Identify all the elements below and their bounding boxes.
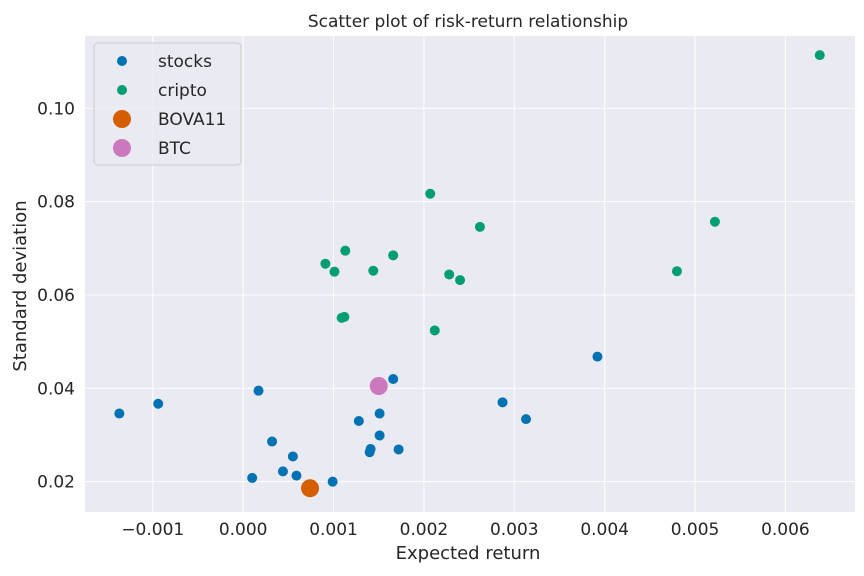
legend-label-stocks: stocks (158, 52, 212, 72)
legend-marker-bova11 (113, 110, 131, 128)
cripto-point (339, 311, 350, 322)
cripto-point (340, 245, 351, 256)
legend-marker-btc (113, 139, 131, 157)
cripto-point (671, 266, 682, 277)
cripto-point (444, 269, 455, 280)
x-tick-label: 0.000 (219, 520, 268, 540)
y-tick-label: 0.10 (37, 99, 75, 119)
cripto-point (388, 250, 399, 261)
stocks-point (287, 451, 298, 462)
cripto-point (709, 216, 720, 227)
stocks-point (374, 430, 385, 441)
x-tick-label: 0.001 (309, 520, 358, 540)
legend-marker-stocks (117, 56, 127, 66)
y-tick-label: 0.02 (37, 473, 75, 493)
legend-label-btc: BTC (158, 139, 191, 159)
legend-marker-cripto (117, 85, 127, 95)
bova11-point (301, 479, 320, 498)
stocks-point (267, 436, 278, 447)
cripto-point (429, 325, 440, 336)
stocks-point (291, 470, 302, 481)
cripto-point (329, 266, 340, 277)
stocks-point (365, 444, 376, 454)
x-tick-label: −0.001 (121, 520, 184, 540)
legend-label-cripto: cripto (158, 81, 207, 101)
x-tick-label: 0.004 (580, 520, 629, 540)
x-tick-label: 0.002 (400, 520, 449, 540)
cripto-point (320, 258, 331, 269)
stocks-point (114, 408, 125, 419)
stocks-point (247, 472, 258, 483)
stocks-point (388, 374, 399, 384)
cripto-point (425, 188, 436, 199)
y-tick-label: 0.04 (37, 379, 75, 399)
x-tick-label: 0.005 (671, 520, 720, 540)
cripto-point (455, 275, 466, 286)
cripto-point (368, 265, 379, 276)
data-points (114, 50, 825, 498)
stocks-point (253, 385, 264, 396)
stocks-point (353, 416, 364, 426)
stocks-point (153, 398, 164, 409)
btc-point (369, 377, 388, 395)
x-tick-label: 0.003 (490, 520, 539, 540)
x-axis-ticks: −0.001 0.000 0.001 0.002 0.003 0.004 0.005 0.00… (121, 520, 809, 540)
x-tick-label: 0.006 (761, 520, 810, 540)
chart-title: Scatter plot of risk-return relationship (308, 12, 628, 32)
stocks-point (327, 476, 338, 487)
x-axis-label: Expected return (396, 543, 541, 564)
stocks-point (497, 397, 508, 408)
stocks-point (521, 414, 532, 425)
legend-box (93, 42, 242, 166)
y-tick-label: 0.08 (37, 193, 75, 213)
y-tick-label: 0.06 (37, 286, 75, 306)
stocks-point (374, 408, 385, 419)
legend-label-bova11: BOVA11 (158, 110, 226, 130)
stocks-point (393, 444, 404, 455)
legend: stocks cripto BOVA11 BTC (93, 42, 242, 166)
cripto-point (814, 50, 825, 61)
y-axis-label: Standard deviation (10, 200, 31, 371)
stocks-point (277, 466, 288, 477)
y-axis-ticks: 0.02 0.04 0.06 0.08 0.10 (37, 99, 75, 492)
stocks-point (592, 351, 603, 362)
cripto-point (474, 221, 485, 232)
